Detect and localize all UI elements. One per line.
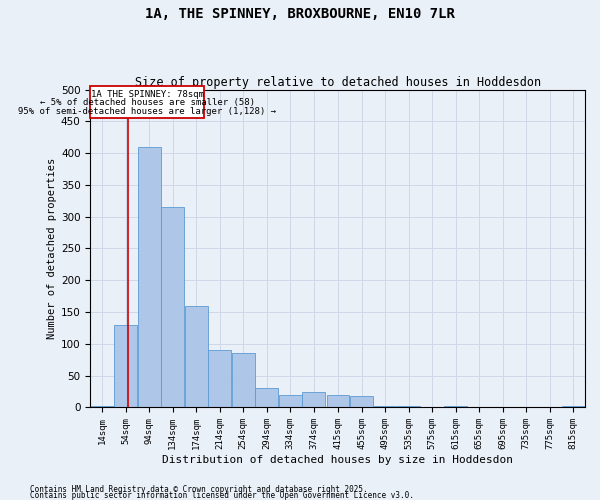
Title: Size of property relative to detached houses in Hoddesdon: Size of property relative to detached ho…	[134, 76, 541, 90]
Bar	[397, 406, 420, 407]
Text: 95% of semi-detached houses are larger (1,128) →: 95% of semi-detached houses are larger (…	[19, 108, 277, 116]
Bar	[374, 406, 397, 407]
Bar	[114, 325, 137, 407]
Bar	[91, 406, 113, 407]
Y-axis label: Number of detached properties: Number of detached properties	[47, 158, 57, 339]
Bar	[232, 354, 255, 408]
Bar	[161, 207, 184, 408]
Bar	[350, 396, 373, 407]
Bar	[185, 306, 208, 408]
Text: Contains public sector information licensed under the Open Government Licence v3: Contains public sector information licen…	[30, 490, 414, 500]
Text: 1A THE SPINNEY: 78sqm: 1A THE SPINNEY: 78sqm	[91, 90, 204, 99]
X-axis label: Distribution of detached houses by size in Hoddesdon: Distribution of detached houses by size …	[162, 455, 513, 465]
Text: 1A, THE SPINNEY, BROXBOURNE, EN10 7LR: 1A, THE SPINNEY, BROXBOURNE, EN10 7LR	[145, 8, 455, 22]
Bar	[138, 146, 161, 408]
Bar	[256, 388, 278, 407]
Bar	[444, 406, 467, 407]
Bar	[326, 395, 349, 407]
Bar	[562, 406, 585, 407]
Bar	[279, 395, 302, 407]
Bar	[302, 392, 325, 407]
Bar	[208, 350, 231, 408]
Text: ← 5% of detached houses are smaller (58): ← 5% of detached houses are smaller (58)	[40, 98, 255, 108]
Text: Contains HM Land Registry data © Crown copyright and database right 2025.: Contains HM Land Registry data © Crown c…	[30, 484, 368, 494]
FancyBboxPatch shape	[91, 86, 205, 118]
